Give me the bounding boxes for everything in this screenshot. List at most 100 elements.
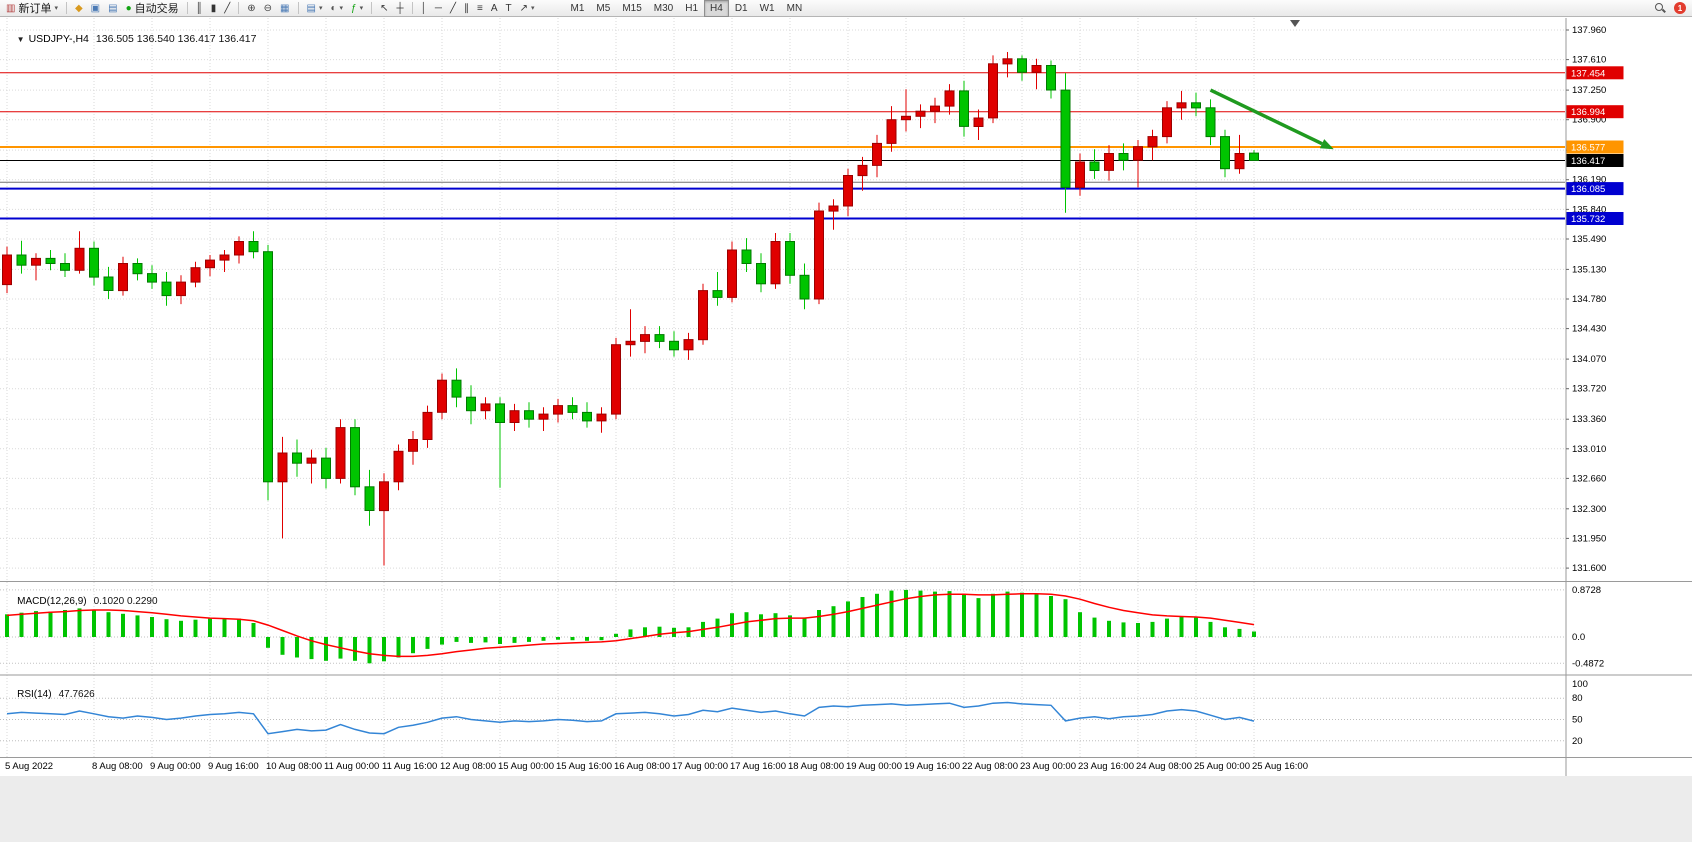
timeframe-w1-button[interactable]: W1 [759,2,775,14]
vertical-line-button[interactable]: │ [417,0,431,17]
candles-icon: ▮ [210,2,217,14]
crosshair-button[interactable]: ┼ [393,0,408,17]
svg-text:137.960: 137.960 [1572,25,1606,36]
profiles-button[interactable]: ◐ ▾ [326,0,347,17]
cursor-button[interactable]: ↖ [376,0,392,17]
zoom-in-button[interactable]: ⊕ [243,0,259,17]
cursor-icon: ↖ [380,2,389,14]
svg-text:17 Aug 16:00: 17 Aug 16:00 [730,761,786,772]
timeframe-m15-button[interactable]: M15 [622,2,642,14]
tile-windows-button[interactable]: ▦ [276,0,293,17]
pane-splitter-rsi[interactable] [0,672,1692,677]
pane-splitter-macd[interactable] [0,579,1692,584]
chart-window: 137.960137.610137.250136.900136.540136.1… [0,17,1692,776]
new-order-button[interactable]: ▥ 新订单 ▾ [2,0,62,17]
toolbar: ▥ 新订单 ▾ ◆ ▣ ▤ ● 自动交易 ║ ▮ ╱ ⊕ ⊖ ▦ ▤ ▾ ◐ ▾ ƒ ▾ ↖ ┼ │ ─ ╱ ∥ ≡ A T ↗ ▾ M1 M5… [0,0,1692,17]
line-chart-button[interactable]: ╱ [220,0,234,17]
bars-icon: ║ [195,2,203,14]
svg-text:10 Aug 08:00: 10 Aug 08:00 [266,761,322,772]
list-icon: ▤ [108,2,118,14]
toolbar-right-group: 1 [1654,2,1690,14]
svg-text:136.417: 136.417 [1571,156,1605,167]
time-axis[interactable] [0,757,1566,776]
channel-button[interactable]: ∥ [460,0,473,17]
svg-text:135.840: 135.840 [1572,204,1606,215]
svg-text:15 Aug 16:00: 15 Aug 16:00 [556,761,612,772]
pane-separators [0,18,1692,776]
horizontal-line-button[interactable]: ─ [431,0,446,17]
timeframe-m5-button[interactable]: M5 [596,2,611,14]
notification-badge[interactable]: 1 [1674,2,1686,14]
svg-text:5 Aug 2022: 5 Aug 2022 [5,761,53,772]
search-icon[interactable] [1654,2,1666,14]
svg-text:15 Aug 00:00: 15 Aug 00:00 [498,761,554,772]
zoom-in-icon: ⊕ [247,2,256,14]
price-axis[interactable] [1566,17,1692,757]
candlestick-chart-button[interactable]: ▮ [207,0,221,17]
tile-icon: ▦ [280,2,290,14]
svg-text:16 Aug 08:00: 16 Aug 08:00 [614,761,670,772]
timeframe-m30-button[interactable]: M30 [653,2,674,14]
svg-text:11 Aug 00:00: 11 Aug 00:00 [324,761,379,772]
timeframe-h1-button[interactable]: H1 [685,2,699,14]
trendline-button[interactable]: ╱ [446,0,460,17]
chart-canvas[interactable]: 137.960137.610137.250136.900136.540136.1… [0,17,1692,776]
svg-text:134.070: 134.070 [1572,354,1606,365]
vline-icon: │ [420,2,427,14]
svg-text:137.454: 137.454 [1571,68,1605,79]
autotrading-button[interactable]: ● 自动交易 [122,0,183,17]
svg-text:23 Aug 16:00: 23 Aug 16:00 [1078,761,1134,772]
candles-layer [2,52,1259,566]
toolbar-separator [238,2,240,14]
svg-text:136.577: 136.577 [1571,143,1605,154]
label-icon: T [505,2,512,14]
arrow-icon: ↗ [519,2,528,14]
chevron-down-icon: ▾ [339,5,344,12]
rsi-layer [6,701,1255,735]
chart-window-icon: ▣ [90,2,101,14]
chart-shift-marker [1290,20,1300,27]
timeframe-h4-button[interactable]: H4 [704,0,729,17]
svg-text:136.900: 136.900 [1572,115,1606,126]
svg-text:25 Aug 00:00: 25 Aug 00:00 [1194,761,1250,772]
svg-text:131.600: 131.600 [1572,563,1606,574]
svg-text:135.130: 135.130 [1572,264,1606,275]
svg-text:137.250: 137.250 [1572,85,1606,96]
timeframe-d1-button[interactable]: D1 [734,2,748,14]
svg-text:18 Aug 08:00: 18 Aug 08:00 [788,761,844,772]
svg-text:25 Aug 16:00: 25 Aug 16:00 [1252,761,1308,772]
text-icon: A [490,2,498,14]
macd-name: MACD(12,26,9) [17,596,87,607]
toolbar-separator [371,2,373,14]
chart-title: ▼ USDJPY-,H4 136.505 136.540 136.417 136.4… [5,21,257,57]
text-button[interactable]: A [487,0,502,17]
svg-text:24 Aug 08:00: 24 Aug 08:00 [1136,761,1192,772]
crosshair-icon: ┼ [396,2,404,14]
new-chart-icon: ▤ [306,2,316,14]
fibonacci-button[interactable]: ≡ [473,0,487,17]
svg-text:0.8728: 0.8728 [1572,585,1601,596]
svg-text:131.950: 131.950 [1572,533,1606,544]
timeframe-group: M1 M5 M15 M30 H1 H4 D1 W1 MN [565,0,809,17]
timeframe-m1-button[interactable]: M1 [570,2,585,14]
timeframe-mn-button[interactable]: MN [786,2,803,14]
function-icon: ƒ [351,2,357,14]
svg-text:50: 50 [1572,715,1583,726]
new-chart-button[interactable]: ▤ ▾ [303,0,327,17]
market-watch-button[interactable]: ▤ [104,0,121,17]
arrows-button[interactable]: ↗ ▾ [516,0,539,17]
toolbar-separator [186,2,188,14]
bar-chart-button[interactable]: ║ [192,0,207,17]
svg-text:133.010: 133.010 [1572,444,1606,455]
svg-text:134.430: 134.430 [1572,324,1606,335]
svg-text:9 Aug 16:00: 9 Aug 16:00 [208,761,259,772]
svg-text:19 Aug 16:00: 19 Aug 16:00 [904,761,960,772]
channel-icon: ∥ [463,2,469,14]
zoom-out-icon: ⊖ [263,2,273,14]
mql5-button[interactable]: ◆ [71,0,87,17]
chevron-down-icon[interactable]: ▼ [16,35,25,44]
indicators-button[interactable]: ƒ ▾ [347,0,367,17]
label-button[interactable]: T [501,0,515,17]
zoom-out-button[interactable]: ⊖ [260,0,276,17]
charts-button[interactable]: ▣ [87,0,104,17]
